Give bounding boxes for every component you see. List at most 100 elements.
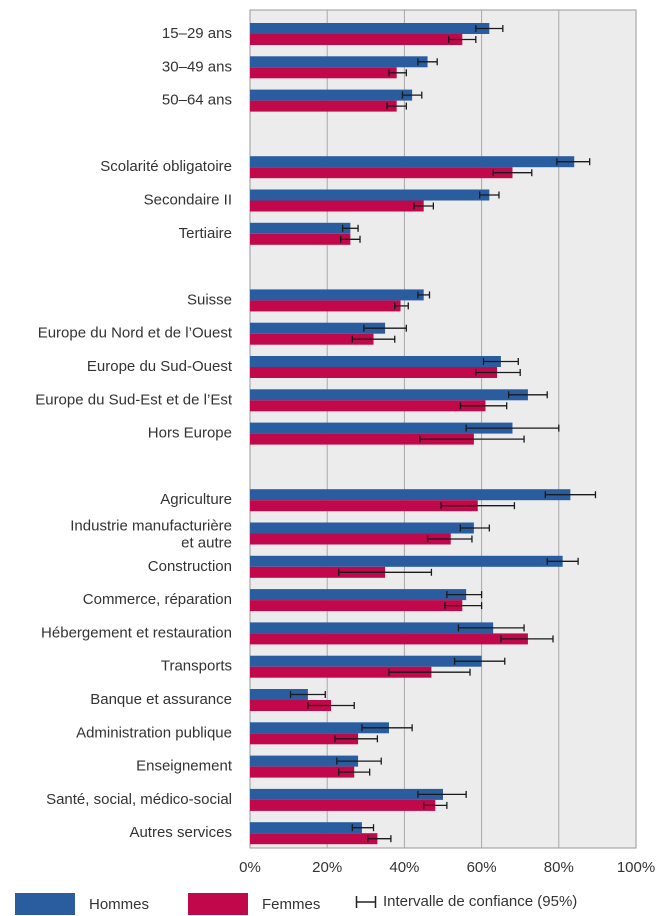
legend-item-women: Femmes — [188, 893, 320, 915]
bar-men — [250, 489, 571, 501]
bar-men — [250, 189, 490, 201]
error-bar-men — [482, 358, 519, 365]
bar-women — [250, 400, 486, 412]
error-bar-men — [336, 757, 382, 765]
category-label: Europe du Sud-Ouest — [87, 358, 233, 375]
error-bar-men — [341, 224, 359, 232]
error-bar-women — [394, 302, 409, 310]
error-bar-women — [307, 702, 355, 709]
x-axis-ticks: 0% 20% 40% 60% 80% 100% — [239, 859, 655, 876]
bar-women — [250, 34, 463, 45]
error-bar-women — [459, 402, 508, 410]
category-label: Industrie manufacturière et autre — [70, 518, 232, 552]
error-bar-women — [500, 635, 554, 643]
error-bar-men — [475, 25, 504, 32]
bar-women — [250, 833, 378, 845]
error-bar-men — [417, 291, 431, 299]
error-bar-men — [457, 624, 525, 632]
bar-women — [250, 233, 351, 245]
error-bar-men — [446, 591, 483, 599]
error-bar-women — [475, 369, 521, 376]
bar-women — [250, 533, 451, 545]
bar-women — [250, 633, 528, 645]
error-bar-men — [363, 324, 407, 332]
x-tick-label: 20% — [312, 859, 342, 876]
bar-men — [250, 722, 389, 734]
category-label: 30–49 ans — [162, 58, 232, 75]
category-label: Commerce, réparation — [83, 591, 232, 608]
error-bar-women — [419, 435, 525, 443]
category-label: Transports — [161, 658, 232, 675]
error-bar-women — [388, 668, 471, 676]
error-bar-men — [459, 524, 490, 532]
category-label: Santé, social, médico-social — [46, 791, 232, 808]
bar-men — [250, 589, 467, 601]
bar-women — [250, 733, 359, 745]
error-bar-women — [492, 169, 533, 177]
error-bar-men — [465, 424, 560, 432]
x-tick-label: 40% — [389, 859, 419, 876]
category-label: Enseignement — [136, 758, 233, 775]
legend-label-women: Femmes — [262, 895, 321, 913]
x-tick-label: 60% — [467, 859, 497, 876]
bar-women — [250, 500, 478, 512]
bar-women — [250, 766, 355, 778]
error-bar-women — [386, 102, 407, 110]
error-bar-men — [401, 91, 423, 99]
x-tick-label: 80% — [544, 859, 574, 876]
category-label: Construction — [148, 558, 232, 575]
category-label: Administration publique — [76, 724, 232, 741]
bar-men — [250, 389, 528, 401]
error-bar-women — [444, 602, 483, 610]
error-bars-group — [289, 25, 597, 843]
error-bar-women — [351, 335, 396, 343]
bar-women — [250, 367, 498, 378]
error-bar-men — [556, 158, 591, 166]
bar-men — [250, 23, 490, 34]
x-tick-label: 0% — [239, 859, 261, 876]
bar-men — [250, 788, 443, 800]
bar-men — [250, 689, 308, 700]
bar-women — [250, 300, 401, 312]
error-bar-men — [546, 557, 579, 565]
bar-women — [250, 600, 463, 612]
error-bar-women — [367, 835, 392, 843]
legend: Hommes Femmes Intervalle de confiance (9… — [0, 893, 660, 915]
error-bar-men — [507, 391, 548, 399]
bar-women — [250, 333, 374, 345]
legend-item-ci: Intervalle de confiance (95%) — [355, 893, 577, 910]
error-bar-women — [440, 502, 516, 510]
error-bar-women — [340, 235, 361, 243]
bar-women — [250, 433, 474, 445]
error-bar-women — [338, 768, 371, 776]
error-bar-men — [289, 691, 326, 698]
category-label: Europe du Nord et de l’Ouest — [38, 325, 233, 342]
bar-women — [250, 799, 436, 811]
bar-women — [250, 666, 432, 678]
category-label: Autres services — [129, 824, 232, 841]
error-bar-men — [544, 491, 597, 499]
bar-men — [250, 322, 386, 334]
category-label: Secondaire II — [144, 191, 232, 208]
bar-men — [250, 522, 474, 534]
error-bar-women — [426, 535, 473, 543]
bar-men — [250, 755, 359, 767]
bar-men — [250, 655, 482, 667]
bar-men — [250, 622, 494, 634]
bar-women — [250, 200, 424, 212]
error-bar-men — [351, 824, 375, 832]
error-bar-women — [388, 69, 407, 77]
error-bar-women — [423, 801, 448, 809]
legend-label-ci: Intervalle de confiance (95%) — [383, 893, 578, 910]
error-bar-men — [479, 191, 500, 199]
bar-women — [250, 100, 397, 112]
category-label: Hébergement et restauration — [41, 624, 232, 641]
bar-men — [250, 89, 413, 101]
legend-label-men: Hommes — [89, 895, 150, 913]
category-labels: 15–29 ans 30–49 ans 50–64 ans Scolarité obl… — [35, 25, 233, 841]
error-bar-men — [453, 657, 506, 665]
error-bar-men — [361, 724, 413, 732]
bar-women — [250, 167, 513, 179]
error-bar-men — [417, 790, 467, 798]
